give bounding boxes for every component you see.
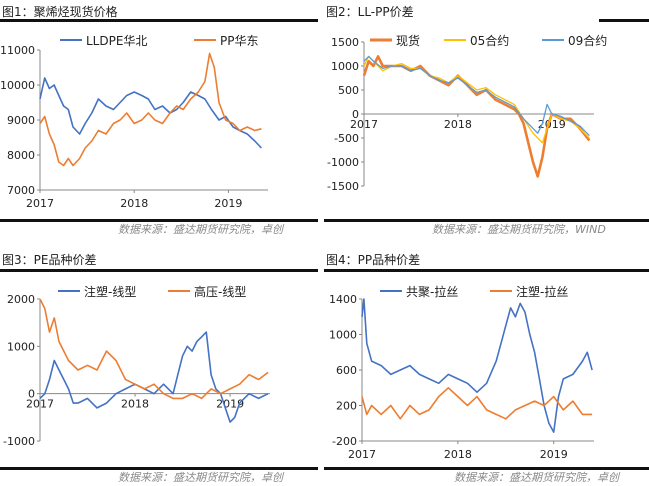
- chart-title: 图2：LL-PP价差: [326, 5, 414, 19]
- y-tick-label: 11000: [0, 44, 35, 57]
- x-tick-label: 2018: [444, 118, 472, 131]
- x-tick-label: 2017: [350, 118, 378, 131]
- y-tick-label: 0: [352, 108, 359, 121]
- x-tick-label: 2018: [444, 448, 472, 461]
- legend-label: 05合约: [470, 33, 509, 48]
- chart-panel-1: 图1：聚烯烃现货价格 7000 8000 9000 10000 11000 2017 201…: [0, 0, 320, 243]
- y-tick-label: 500: [338, 84, 359, 97]
- y-tick-label: 1000: [329, 329, 357, 342]
- title-rule: [0, 269, 318, 272]
- title-rule: [0, 19, 318, 22]
- y-tick-label: -1500: [327, 180, 359, 193]
- chart-panel-4: 图4：PP品种价差 -200 200 600 1000 1400 2017 2018 2019…: [324, 243, 649, 486]
- series-line-1: [39, 77, 262, 149]
- x-tick-label: 2018: [121, 398, 149, 411]
- chart-panel-3: 图3：PE品种价差 -1000 0 1000 2000 2017 2018 2019 注塑-线…: [0, 243, 320, 486]
- y-tick-label: -1000: [3, 435, 35, 448]
- y-tick-label: 1400: [329, 293, 357, 306]
- bottom-rule: [0, 467, 318, 470]
- legend-label: 注塑-拉丝: [516, 284, 568, 299]
- series-line-3: [363, 55, 590, 137]
- title-rule: [324, 269, 649, 272]
- legend-label: 共聚-拉丝: [406, 284, 458, 299]
- chart-title: 图1：聚烯烃现货价格: [2, 5, 118, 19]
- y-tick-label: 10000: [0, 79, 35, 92]
- y-tick-label: 1500: [331, 36, 359, 49]
- y-tick-label: 600: [336, 364, 357, 377]
- legend-label: 现货: [396, 33, 420, 48]
- source-note: 数据来源：盛达期货研究院，WIND: [432, 223, 606, 236]
- y-tick-label: -500: [334, 132, 359, 145]
- bottom-rule: [0, 219, 318, 222]
- x-tick-label: 2018: [120, 197, 148, 210]
- series-line-2: [39, 52, 262, 167]
- series-line-2: [363, 55, 590, 144]
- y-tick-label: -1000: [327, 156, 359, 169]
- series-line-2: [39, 298, 269, 400]
- chart-svg: -1500 -1000 -500 0 500 1000 1500 2017 2018 2019 现货…: [327, 33, 607, 193]
- chart-title: 图4：PP品种价差: [326, 253, 421, 267]
- x-tick-label: 2019: [538, 118, 566, 131]
- source-note: 数据来源：盛达期货研究院，卓创: [454, 471, 619, 484]
- x-tick-label: 2017: [26, 398, 54, 411]
- legend-label: 高压-线型: [194, 284, 246, 299]
- y-tick-label: 9000: [7, 114, 35, 127]
- y-tick-label: 2000: [7, 293, 35, 306]
- chart-svg: 7000 8000 9000 10000 11000 2017 2018 2019 LLDPE华…: [0, 34, 268, 210]
- series-line-1: [39, 331, 269, 423]
- legend-label: LLDPE华北: [86, 34, 147, 48]
- x-tick-label: 2017: [26, 197, 54, 210]
- x-tick-label: 2017: [348, 448, 376, 461]
- y-tick-label: 200: [336, 400, 357, 413]
- bottom-rule: [324, 467, 649, 470]
- bottom-rule: [324, 219, 649, 222]
- y-tick-label: 1000: [331, 60, 359, 73]
- y-tick-label: 0: [28, 388, 35, 401]
- legend-label: 注塑-线型: [84, 284, 136, 299]
- y-tick-label: 8000: [7, 149, 35, 162]
- y-tick-label: 7000: [7, 184, 35, 197]
- x-tick-label: 2019: [214, 197, 242, 210]
- legend-label: 09合约: [568, 33, 607, 48]
- source-note: 数据来源：盛达期货研究院，卓创: [118, 471, 283, 484]
- chart-panel-2: 图2：LL-PP价差 -1500 -1000 -500 0 500 1000 1500 201…: [324, 0, 649, 243]
- y-tick-label: 1000: [7, 340, 35, 353]
- title-rule: [599, 19, 649, 22]
- legend-label: PP华东: [220, 34, 258, 48]
- chart-title: 图3：PE品种价差: [2, 253, 97, 267]
- chart-svg: -200 200 600 1000 1400 2017 2018 2019 共聚-拉丝 注塑-拉丝: [329, 284, 594, 461]
- source-note: 数据来源：盛达期货研究院，卓创: [118, 223, 283, 236]
- series-line-2: [361, 387, 593, 420]
- y-tick-label: -200: [332, 435, 357, 448]
- x-tick-label: 2019: [540, 448, 568, 461]
- series-line-1: [361, 298, 593, 433]
